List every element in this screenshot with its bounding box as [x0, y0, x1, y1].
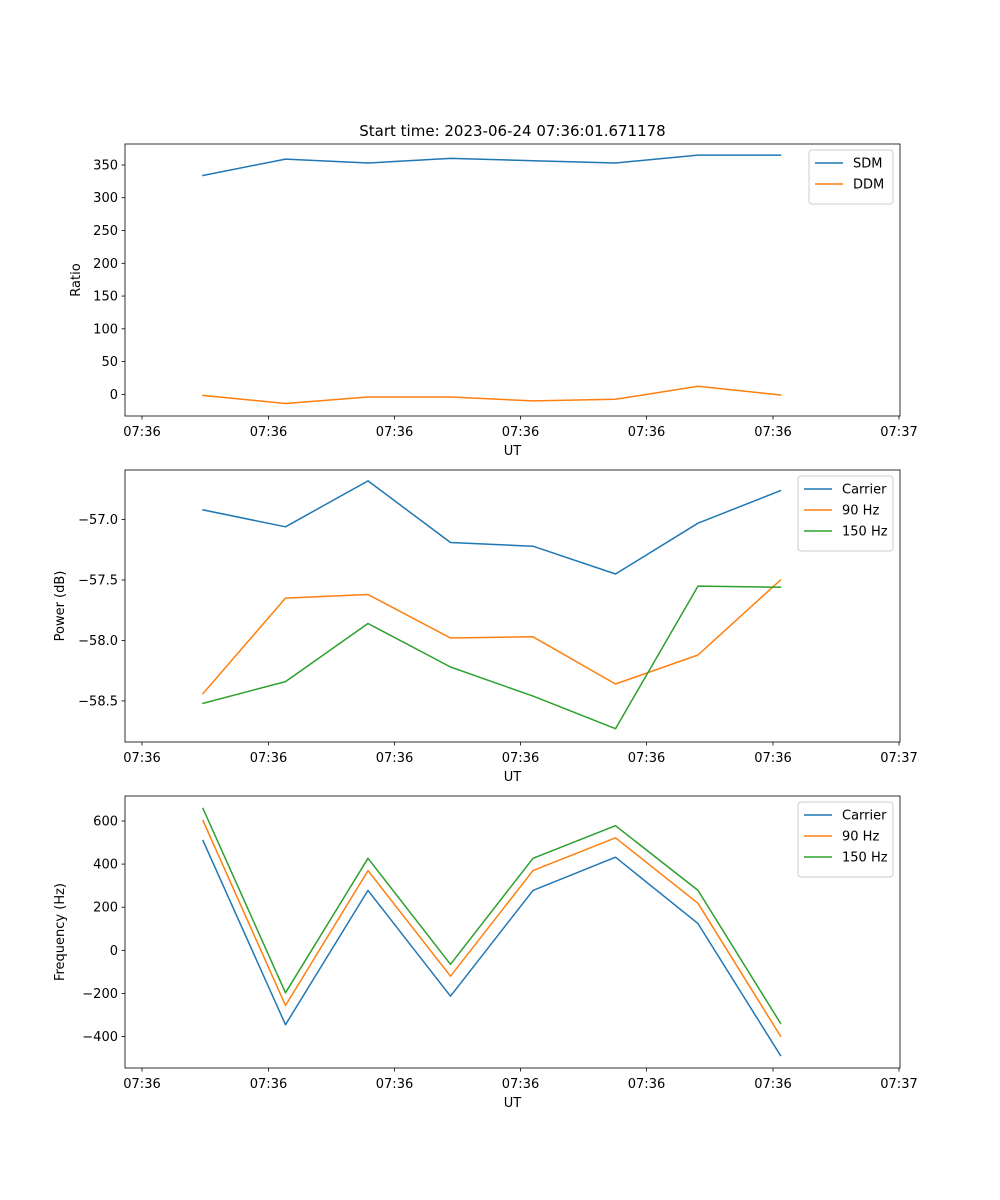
legend-label: Carrier — [842, 483, 887, 498]
y-tick-label: 350 — [93, 158, 118, 173]
y-tick-label: 0 — [110, 944, 118, 959]
x-tick-label: 07:36 — [754, 1077, 791, 1092]
legend-label: DDM — [853, 178, 884, 193]
y-tick-label: 50 — [101, 355, 118, 370]
legend-box — [797, 475, 894, 552]
x-tick-label: 07:36 — [754, 751, 791, 766]
y-axis-label: Power (dB) — [53, 571, 68, 642]
y-tick-label: −57.5 — [78, 574, 118, 589]
y-tick-label: 150 — [93, 290, 118, 305]
x-tick-label: 07:36 — [376, 425, 413, 440]
x-tick-label: 07:36 — [123, 1077, 160, 1092]
y-axis-label: Frequency (Hz) — [53, 883, 68, 981]
x-tick-label: 07:36 — [628, 1077, 665, 1092]
y-tick-label: 0 — [110, 388, 118, 403]
y-tick-label: 400 — [93, 858, 118, 873]
x-tick-label: 07:36 — [628, 425, 665, 440]
series-line-ddm — [202, 385, 782, 405]
y-tick-label: −200 — [82, 987, 118, 1002]
x-tick-label: 07:37 — [880, 1077, 917, 1092]
x-tick-label: 07:36 — [250, 751, 287, 766]
panels: 0 50 100 150 200 250 300 350 07:36 07:36 07:36 07:3… — [53, 143, 918, 1111]
legend-label: 150 Hz — [842, 851, 888, 866]
legend-label: 150 Hz — [842, 525, 888, 540]
legend-label: SDM — [853, 157, 882, 172]
axes-frame — [124, 469, 901, 743]
axes-frame — [124, 143, 901, 417]
series-line-150-hz — [202, 807, 782, 1025]
chart-panel-1: 0 50 100 150 200 250 300 350 07:36 07:36 07:36 07:3… — [69, 143, 918, 459]
y-tick-label: −58.5 — [78, 694, 118, 709]
x-tick-label: 07:36 — [628, 751, 665, 766]
axes-frame — [124, 795, 901, 1069]
legend: SDM DDM — [808, 149, 894, 205]
x-tick-label: 07:36 — [376, 751, 413, 766]
x-tick-label: 07:36 — [376, 1077, 413, 1092]
legend-label: Carrier — [842, 809, 887, 824]
legend-label: 90 Hz — [842, 830, 879, 845]
x-axis-label: UT — [504, 770, 522, 785]
y-tick-label: 600 — [93, 815, 118, 830]
x-tick-label: 07:36 — [250, 425, 287, 440]
x-tick-label: 07:36 — [250, 1077, 287, 1092]
x-tick-label: 07:36 — [502, 425, 539, 440]
y-tick-label: 200 — [93, 257, 118, 272]
x-axis-label: UT — [504, 1096, 522, 1111]
y-tick-label: −58.0 — [78, 634, 118, 649]
series-line-90-hz — [202, 819, 782, 1038]
y-axis-label: Ratio — [69, 263, 84, 296]
x-tick-label: 07:36 — [502, 751, 539, 766]
series-line-carrier — [202, 839, 782, 1057]
y-tick-label: 300 — [93, 191, 118, 206]
chart-panel-3: −400 −200 0 200 400 600 07:36 07:36 07:36 07:36 07… — [53, 795, 918, 1111]
series-line-90-hz — [201, 578, 782, 695]
y-tick-label: −400 — [82, 1030, 118, 1045]
legend-box — [797, 801, 894, 878]
y-tick-label: 250 — [93, 224, 118, 239]
y-tick-label: 200 — [93, 901, 118, 916]
x-tick-label: 07:37 — [880, 751, 917, 766]
y-tick-label: 100 — [93, 322, 118, 337]
legend-label: 90 Hz — [842, 504, 879, 519]
y-tick-label: −57.0 — [78, 513, 118, 528]
x-tick-label: 07:36 — [123, 425, 160, 440]
x-tick-label: 07:36 — [502, 1077, 539, 1092]
x-tick-label: 07:37 — [880, 425, 917, 440]
legend: Carrier 90 Hz 150 Hz — [797, 475, 894, 552]
legend: Carrier 90 Hz 150 Hz — [797, 801, 894, 878]
series-line-150-hz — [202, 585, 782, 730]
figure-title: Start time: 2023-06-24 07:36:01.671178 — [359, 122, 665, 140]
x-tick-label: 07:36 — [754, 425, 791, 440]
x-axis-label: UT — [504, 444, 522, 459]
x-tick-label: 07:36 — [123, 751, 160, 766]
series-line-sdm — [202, 154, 782, 177]
chart-panel-2: −58.5 −58.0 −57.5 −57.0 07:36 07:36 07:36 07:36… — [53, 469, 918, 785]
series-line-carrier — [202, 480, 782, 575]
